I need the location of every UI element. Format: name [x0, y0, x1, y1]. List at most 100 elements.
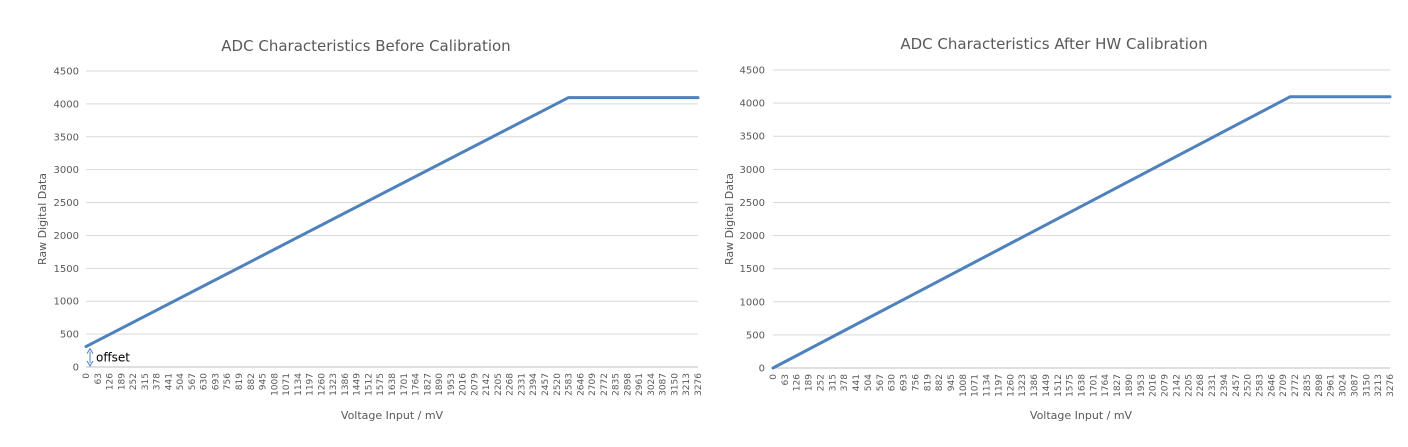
y-tick-label: 3500 [54, 132, 79, 143]
x-tick-label: 1134 [983, 374, 993, 397]
x-tick-label: 1638 [388, 373, 398, 396]
chart-2: ADC Characteristics After HW Calibration… [723, 35, 1396, 422]
x-tick-label: 1449 [1042, 374, 1052, 397]
x-tick-label: 2646 [576, 373, 586, 396]
x-tick-label: 2961 [635, 373, 645, 396]
x-tick-label: 1323 [1018, 374, 1028, 397]
x-tick-label: 2772 [1291, 374, 1301, 397]
x-tick-label: 189 [805, 374, 815, 391]
x-tick-label: 3213 [1374, 374, 1384, 397]
x-tick-label: 882 [247, 373, 257, 390]
x-tick-label: 2205 [1184, 374, 1194, 397]
x-tick-label: 1512 [364, 373, 374, 396]
x-tick-label: 2898 [1315, 374, 1325, 397]
x-tick-label: 3024 [647, 373, 657, 396]
x-tick-label: 63 [781, 374, 791, 385]
y-tick-label: 2000 [740, 231, 765, 242]
y-tick-label: 1000 [54, 297, 79, 308]
y-tick-label: 1000 [740, 297, 765, 308]
x-tick-label: 2961 [1327, 374, 1337, 397]
x-tick-label: 3276 [1386, 374, 1396, 397]
x-tick-label: 1512 [1054, 374, 1064, 397]
x-tick-label: 3276 [694, 373, 704, 396]
x-tick-label: 2898 [623, 373, 633, 396]
x-tick-label: 2457 [1232, 374, 1242, 397]
x-tick-label: 0 [769, 374, 779, 380]
x-tick-label: 2079 [1161, 374, 1171, 397]
x-tick-label: 2583 [1255, 374, 1265, 397]
y-tick-label: 500 [60, 330, 79, 341]
x-tick-label: 378 [840, 374, 850, 391]
x-tick-label: 2079 [470, 373, 480, 396]
x-tick-label: 1701 [400, 373, 410, 396]
chart-title: ADC Characteristics After HW Calibration [900, 35, 1207, 53]
x-tick-label: 567 [876, 374, 886, 391]
x-tick-label: 1953 [1137, 374, 1147, 397]
x-tick-label: 2016 [459, 373, 469, 396]
x-tick-label: 1323 [329, 373, 339, 396]
y-tick-label: 1500 [740, 264, 765, 275]
chart-title: ADC Characteristics Before Calibration [221, 37, 510, 55]
y-tick-label: 4500 [740, 66, 765, 77]
x-tick-label: 2709 [1279, 374, 1289, 397]
x-tick-label: 126 [106, 373, 116, 390]
x-tick-label: 441 [852, 374, 862, 391]
x-tick-label: 315 [828, 374, 838, 391]
x-tick-label: 2205 [494, 373, 504, 396]
x-tick-label: 2331 [517, 373, 527, 396]
x-tick-label: 1197 [306, 373, 316, 396]
x-tick-label: 2835 [612, 373, 622, 396]
x-tick-label: 819 [235, 373, 245, 390]
x-tick-label: 1575 [1066, 374, 1076, 397]
y-tick-label: 3500 [740, 132, 765, 143]
x-tick-label: 189 [117, 373, 127, 390]
x-tick-label: 1701 [1089, 374, 1099, 397]
y-tick-label: 0 [759, 364, 765, 375]
x-tick-label: 3024 [1339, 374, 1349, 397]
x-tick-label: 819 [923, 374, 933, 391]
x-tick-label: 2142 [1172, 374, 1182, 397]
y-tick-label: 4000 [54, 99, 79, 110]
x-tick-label: 2772 [600, 373, 610, 396]
x-tick-label: 63 [94, 373, 104, 384]
x-tick-label: 2268 [1196, 374, 1206, 397]
x-tick-label: 1890 [435, 373, 445, 396]
series-line [771, 95, 1392, 370]
x-tick-label: 882 [935, 374, 945, 391]
x-tick-label: 1386 [341, 373, 351, 396]
x-tick-label: 2331 [1208, 374, 1218, 397]
x-tick-label: 693 [211, 373, 221, 390]
x-tick-label: 1386 [1030, 374, 1040, 397]
x-tick-label: 3087 [1350, 374, 1360, 397]
y-tick-label: 3000 [54, 165, 79, 176]
x-axis-title: Voltage Input / mV [1030, 409, 1133, 422]
x-tick-label: 2142 [482, 373, 492, 396]
x-tick-label: 1638 [1078, 374, 1088, 397]
y-tick-label: 1500 [54, 264, 79, 275]
x-tick-label: 1449 [353, 373, 363, 396]
x-tick-label: 441 [164, 373, 174, 390]
chart-1: ADC Characteristics Before Calibration 0 5… [36, 37, 704, 422]
x-tick-label: 1827 [423, 373, 433, 396]
y-tick-label: 500 [746, 330, 765, 341]
x-tick-label: 1575 [376, 373, 386, 396]
x-tick-label: 756 [911, 374, 921, 391]
x-tick-label: 378 [153, 373, 163, 390]
x-tick-label: 2268 [506, 373, 516, 396]
x-tick-label: 756 [223, 373, 233, 390]
x-tick-label: 1890 [1125, 374, 1135, 397]
x-tick-label: 2646 [1267, 374, 1277, 397]
y-tick-label: 4500 [54, 67, 79, 78]
x-tick-label: 1197 [994, 374, 1004, 397]
x-tick-label: 2457 [541, 373, 551, 396]
x-tick-label: 945 [259, 373, 269, 390]
x-tick-label: 1827 [1113, 374, 1123, 397]
x-tick-label: 945 [947, 374, 957, 391]
x-tick-label: 1008 [270, 373, 280, 396]
x-tick-label: 1260 [1006, 374, 1016, 397]
x-tick-label: 1953 [447, 373, 457, 396]
x-tick-label: 3150 [1362, 374, 1372, 397]
x-tick-label: 126 [793, 374, 803, 391]
series-line [84, 96, 700, 349]
